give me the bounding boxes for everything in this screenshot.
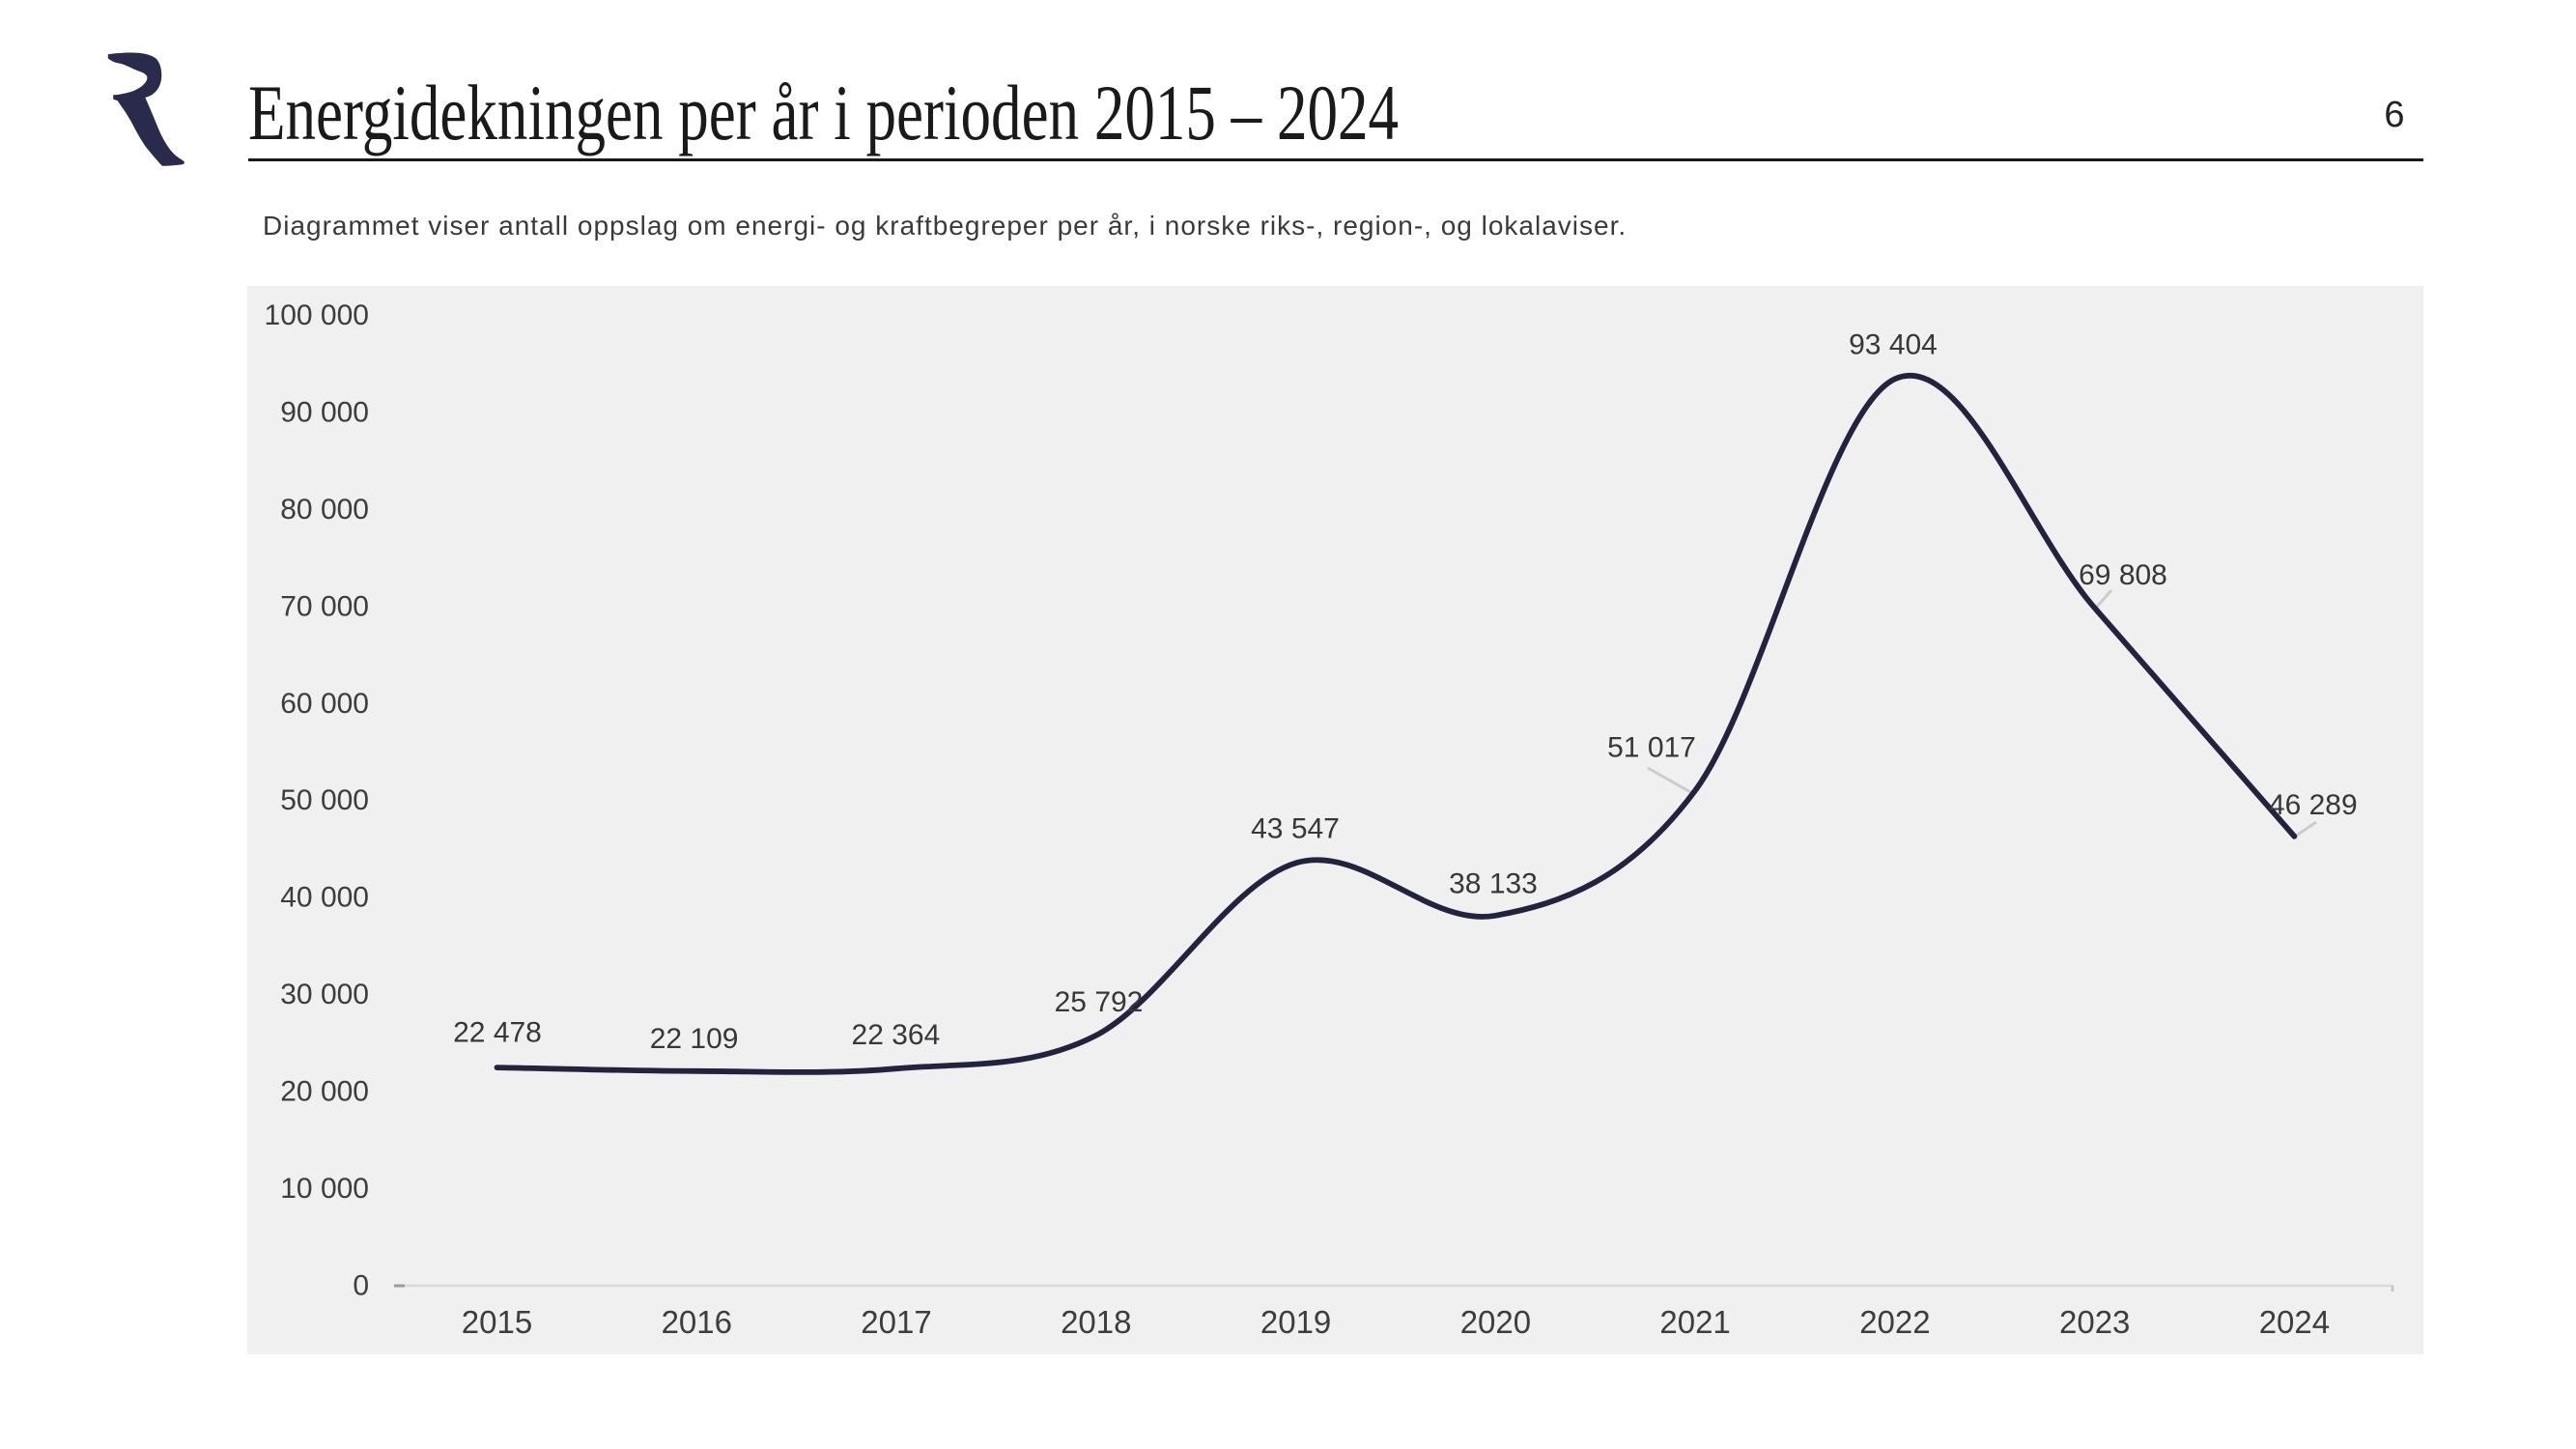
svg-text:2017: 2017 [861,1304,931,1340]
svg-text:2018: 2018 [1061,1304,1131,1340]
svg-text:2020: 2020 [1460,1304,1531,1340]
svg-text:80 000: 80 000 [280,494,369,526]
svg-text:38 133: 38 133 [1449,868,1538,900]
svg-text:0: 0 [353,1269,369,1301]
svg-text:20 000: 20 000 [280,1076,369,1108]
svg-text:2022: 2022 [1859,1304,1930,1340]
svg-text:22 109: 22 109 [650,1023,739,1055]
svg-text:93 404: 93 404 [1849,328,1938,360]
svg-text:60 000: 60 000 [280,688,369,720]
svg-text:10 000: 10 000 [280,1173,369,1205]
svg-text:2023: 2023 [2059,1304,2130,1340]
svg-text:25 792: 25 792 [1055,986,1144,1018]
svg-text:2019: 2019 [1260,1304,1331,1340]
svg-text:2015: 2015 [462,1304,532,1340]
svg-text:2024: 2024 [2259,1304,2330,1340]
svg-text:40 000: 40 000 [280,882,369,914]
svg-text:30 000: 30 000 [280,979,369,1010]
svg-text:22 364: 22 364 [852,1019,941,1051]
svg-text:51 017: 51 017 [1607,731,1696,763]
svg-text:100 000: 100 000 [265,299,369,331]
svg-text:22 478: 22 478 [453,1017,542,1049]
svg-text:70 000: 70 000 [280,590,369,622]
svg-text:50 000: 50 000 [280,784,369,816]
svg-text:46 289: 46 289 [2269,789,2358,821]
svg-text:2021: 2021 [1659,1304,1730,1340]
svg-text:69 808: 69 808 [2079,559,2167,591]
svg-text:43 547: 43 547 [1251,812,1340,844]
svg-text:90 000: 90 000 [280,397,369,429]
svg-text:2016: 2016 [662,1304,732,1340]
